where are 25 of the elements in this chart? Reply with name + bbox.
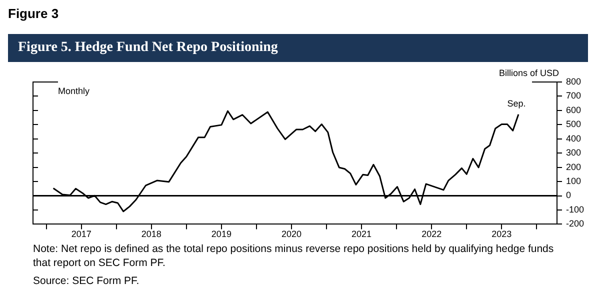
chart-subtitle: Figure 3 (8, 6, 59, 21)
x-tick-label: 2021 (352, 229, 372, 240)
y-tick-label: 800 (566, 76, 582, 86)
y-tick-label: 100 (566, 176, 582, 186)
source-note: Source: SEC Form PF. (33, 274, 140, 288)
chart-title: Figure 5. Hedge Fund Net Repo Positioning (8, 34, 588, 62)
annotation: Monthly (58, 86, 90, 96)
x-tick-label: 2018 (141, 229, 162, 240)
y-tick-label: 700 (566, 90, 582, 101)
y-tick-label: -200 (566, 218, 584, 229)
x-tick-label: 2022 (422, 229, 442, 240)
annotation: Sep. (507, 98, 526, 108)
y-tick-label: 200 (566, 162, 582, 172)
y-tick-label: 0 (566, 190, 572, 200)
x-tick-label: 2019 (211, 229, 232, 240)
x-tick-label: 2017 (71, 229, 92, 240)
y-tick-label: 400 (566, 133, 582, 144)
y-tick-label: 300 (566, 148, 582, 158)
x-tick-label: 2020 (281, 229, 302, 240)
x-tick-label: 2023 (492, 229, 512, 240)
y-tick-label: -100 (566, 204, 584, 214)
y-tick-label: 500 (566, 119, 582, 130)
text: Note: Net repo is defined as the total repo positions minus reverse repo positions held by qualifying hedge funds that report on SEC Form PF. (33, 242, 555, 270)
y-tick-label: 600 (566, 104, 582, 115)
y-axis-title: Billions of USD (498, 68, 560, 78)
